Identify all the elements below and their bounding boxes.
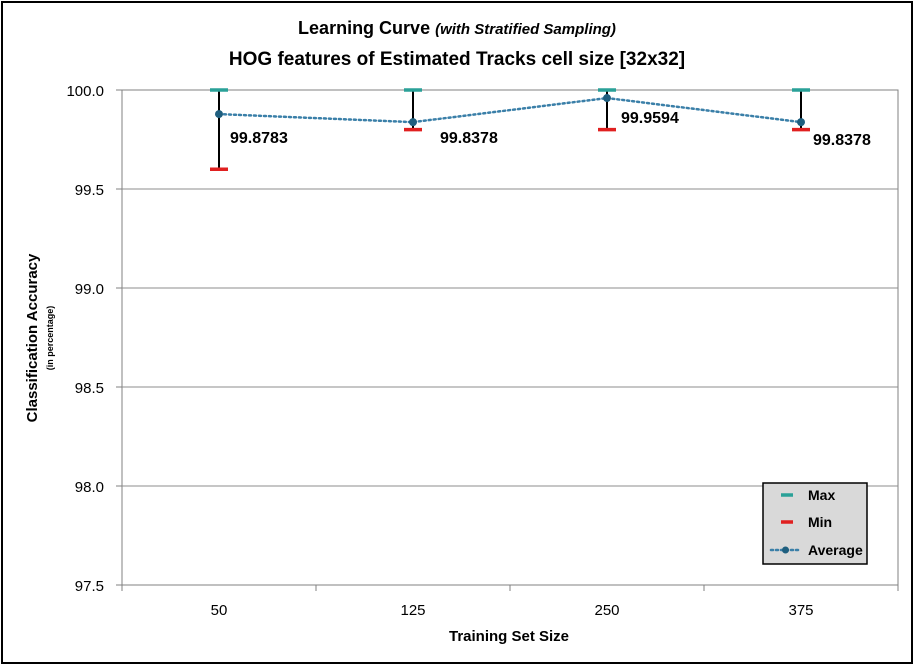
x-tick-label-1: 125 — [400, 602, 425, 619]
y-tick-label-4: 98.0 — [75, 479, 104, 496]
legend: Max Min Average — [762, 482, 868, 565]
legend-average-point — [782, 546, 789, 554]
x-axis: 50 125 250 375 — [121, 585, 899, 619]
y-tick-label-0: 100.0 — [66, 83, 104, 100]
chart-title-line1: Learning Curve (with Stratified Sampling… — [298, 18, 616, 38]
data-label-1: 99.8378 — [440, 130, 498, 147]
chart-title: Learning Curve — [298, 18, 430, 38]
error-bars — [210, 88, 810, 171]
y-tick-label-3: 98.5 — [75, 380, 104, 397]
y-axis-title: Classification Accuracy — [24, 253, 41, 422]
legend-min-label: Min — [808, 514, 832, 530]
x-tick-label-0: 50 — [211, 602, 228, 619]
x-tick-label-2: 250 — [594, 602, 619, 619]
data-label-3: 99.8378 — [813, 132, 871, 149]
average-series — [215, 94, 805, 127]
average-point-1 — [409, 118, 417, 127]
y-axis-subtitle: (in percentage) — [45, 306, 55, 371]
y-tick-label-2: 99.0 — [75, 281, 104, 298]
legend-max-label: Max — [808, 487, 835, 503]
average-point-3 — [797, 118, 805, 127]
y-axis: 100.0 99.5 99.0 98.5 98.0 97.5 — [66, 83, 122, 595]
data-labels: 99.8783 99.8378 99.9594 99.8378 — [230, 110, 871, 149]
average-point-0 — [215, 110, 223, 119]
average-point-2 — [603, 94, 611, 103]
legend-box — [762, 482, 868, 565]
chart-subtitle: HOG features of Estimated Tracks cell si… — [229, 49, 685, 70]
average-line — [217, 96, 803, 124]
x-axis-title: Training Set Size — [449, 628, 569, 645]
chart-title-suffix: (with Stratified Sampling) — [435, 21, 616, 38]
data-label-0: 99.8783 — [230, 130, 288, 147]
y-tick-label-5: 97.5 — [75, 578, 104, 595]
data-label-2: 99.9594 — [621, 110, 679, 127]
legend-average-label: Average — [808, 542, 863, 558]
y-tick-label-1: 99.5 — [75, 182, 104, 199]
x-tick-label-3: 375 — [788, 602, 813, 619]
